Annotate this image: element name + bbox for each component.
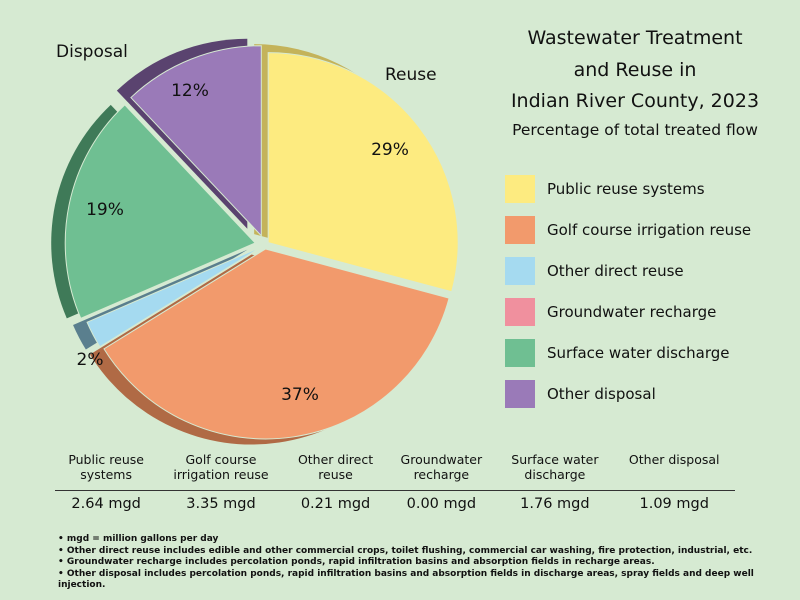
slice-percent-label: 37%: [281, 385, 319, 405]
legend-label: Other direct reuse: [547, 261, 684, 280]
footnote: mgd = million gallons per day: [58, 534, 800, 546]
pie-slice: [130, 45, 262, 237]
chart-title-line-3: Indian River County, 2023: [510, 90, 760, 112]
legend-item-surface-water: Surface water discharge: [505, 332, 751, 373]
table-cell: 2.64 mgd: [71, 496, 141, 512]
table-header-cell: Other disposal: [613, 452, 735, 491]
table-header-cell: Surface water discharge: [496, 452, 614, 491]
table-header-cell: Other direct reuse: [284, 452, 387, 491]
disposal-callout: Disposal: [56, 42, 128, 62]
table-header-row: Public reuse systems Golf course irrigatio…: [55, 452, 735, 491]
chart-subtitle: Percentage of total treated flow: [512, 121, 758, 139]
legend-item-golf-course: Golf course irrigation reuse: [505, 209, 751, 250]
pie-slice: [64, 104, 257, 320]
table-cell: 0.00 mgd: [406, 496, 477, 512]
legend-item-public-reuse: Public reuse systems: [505, 168, 751, 209]
legend-label: Other disposal: [547, 384, 656, 403]
legend-label: Surface water discharge: [547, 343, 730, 362]
slice-percent-label: 12%: [171, 81, 209, 101]
legend-label: Groundwater recharge: [547, 302, 717, 321]
table-values-row: 2.64 mgd 3.35 mgd 0.21 mgd 0.00 mgd 1.76…: [55, 491, 735, 514]
legend-swatch: [505, 256, 535, 285]
table-header-cell: Golf course irrigation reuse: [157, 452, 285, 491]
table-header-cell: Groundwater recharge: [386, 452, 497, 491]
small-slice-label: 2%: [77, 350, 104, 370]
legend-swatch: [505, 215, 535, 244]
table-cell: 0.21 mgd: [300, 496, 371, 512]
legend-swatch: [505, 338, 535, 367]
pie-slice: [86, 246, 262, 348]
legend-item-groundwater: Groundwater recharge: [505, 291, 751, 332]
chart-title-line-1: Wastewater Treatment: [527, 27, 743, 49]
slice-percent-label: 19%: [86, 200, 124, 220]
slice-percent-label: 29%: [371, 140, 409, 160]
table-cell: 1.76 mgd: [520, 496, 590, 512]
legend: Public reuse systems Golf course irrigat…: [505, 168, 751, 414]
table-cell: 3.35 mgd: [186, 496, 256, 512]
legend-label: Public reuse systems: [547, 179, 705, 198]
legend-swatch: [505, 297, 535, 326]
values-table: Public reuse systems Golf course irrigatio…: [55, 452, 735, 513]
reuse-callout: Reuse: [385, 65, 437, 85]
footnote: Other disposal includes percolation pond…: [58, 569, 800, 592]
legend-swatch: [505, 379, 535, 408]
chart-title-line-2: and Reuse in: [573, 59, 697, 81]
pie-slice: [267, 52, 459, 293]
pie-slice: [103, 248, 450, 440]
legend-label: Golf course irrigation reuse: [547, 220, 752, 239]
legend-item-other-disposal: Other disposal: [505, 373, 751, 414]
legend-item-other-direct: Other direct reuse: [505, 250, 751, 291]
footnotes: mgd = million gallons per day Other dire…: [58, 534, 800, 592]
legend-swatch: [505, 174, 535, 203]
footnote: Other direct reuse includes edible and o…: [58, 546, 800, 558]
table-header-cell: Public reuse systems: [55, 452, 158, 491]
table-cell: 1.09 mgd: [639, 496, 709, 512]
footnote: Groundwater recharge includes percolatio…: [58, 557, 800, 569]
